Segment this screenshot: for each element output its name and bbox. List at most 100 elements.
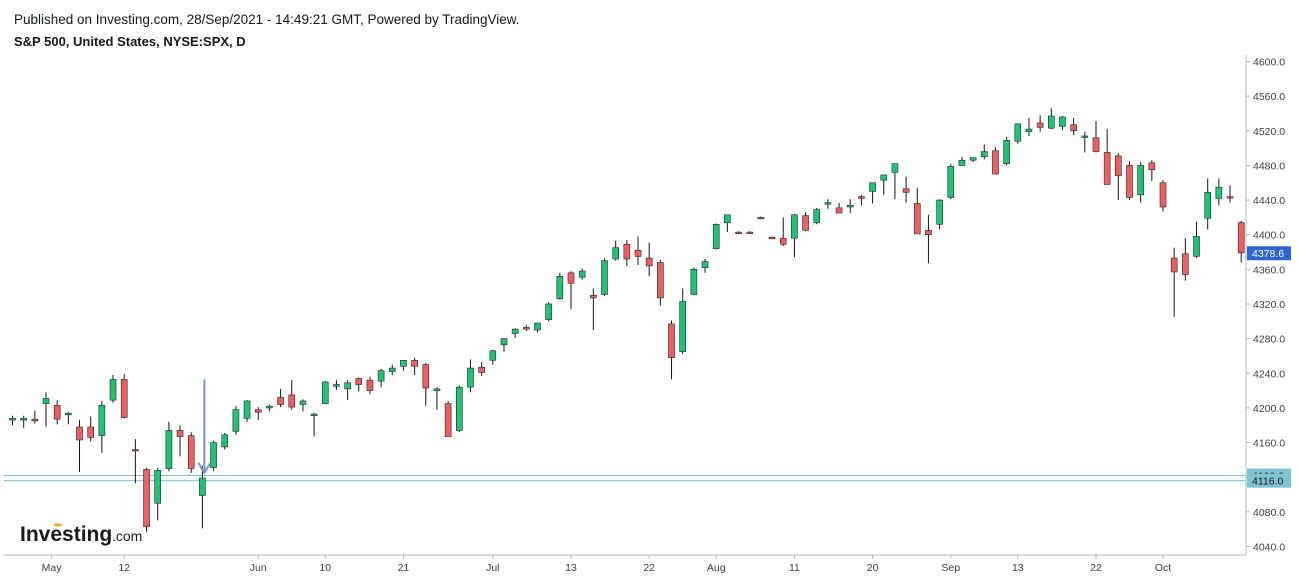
candle-body [835,207,843,214]
candle [712,223,720,250]
price-axis[interactable]: 4040.04080.04120.04160.04200.04240.04280… [1245,55,1285,555]
candle [299,399,307,412]
x-tick-label: 22 [643,562,655,574]
candle-body [1025,128,1033,132]
candle-body [846,204,854,208]
annotation-arrow [197,379,212,475]
candle-body [1148,162,1156,171]
candle-body [1092,137,1100,152]
x-tick-label: 13 [565,562,577,574]
y-tick-label: 4280.0 [1253,334,1285,346]
level-tag-1: 4116.0 [1247,473,1291,488]
candle [400,359,407,371]
candle [199,465,206,529]
candle-body [925,230,932,236]
candle-body [76,426,83,441]
candle-body [388,367,396,372]
candle-body [701,261,709,268]
logo-accent-icon [54,523,62,527]
candle-body [176,430,184,437]
candle [802,212,809,232]
candle-body [277,397,284,405]
candle [277,388,284,408]
candle-body [802,215,809,231]
x-tick-label: 22 [1090,562,1102,574]
y-tick-label: 4040.0 [1253,542,1285,554]
candle [411,357,418,376]
candle [1070,117,1077,136]
candle-body [221,434,229,448]
candle [266,404,273,412]
x-tick-label: Oct [1155,562,1171,574]
candle [42,392,50,427]
candle-body [1170,257,1178,273]
y-tick-label: 4600.0 [1253,57,1285,69]
candle-body [344,382,351,390]
candle [187,432,195,473]
symbol-title: S&P 500, United States, NYSE:SPX, D [14,34,246,49]
candle [645,242,653,277]
candle-body [813,209,821,223]
candle [65,412,72,425]
candle [947,163,955,200]
candle [623,239,631,266]
candle [1215,178,1223,206]
candle-body [143,469,150,527]
candle [545,302,552,322]
candle [176,425,184,457]
candle [735,231,742,234]
x-tick-label: 21 [398,562,410,574]
candle-body [679,301,687,352]
candle-body [199,477,206,496]
candle [1126,161,1133,201]
time-axis[interactable]: May 12 Jun 10 21 Jul 13 22 Aug 11 20 Sep 13 22 Oct [4,554,1246,574]
candle [824,199,832,209]
candle-body [333,384,340,387]
y-tick-label: 4360.0 [1253,264,1285,276]
candle-body [980,151,988,158]
candle [377,368,385,388]
candle-body [187,435,195,469]
candle-body [165,430,173,469]
candle [1115,153,1122,201]
x-tick-label: Sep [941,562,960,574]
candle-body [1237,222,1245,254]
candle [76,420,83,473]
x-tick-label: Jun [250,562,267,574]
candle [489,349,497,365]
candle [880,174,888,195]
candle-body [690,269,698,295]
candle [969,157,977,162]
candle-body [400,359,407,367]
candle-body [858,196,865,199]
candle [612,240,619,261]
candle [243,400,251,422]
candle [1170,247,1178,317]
candle-body [1003,140,1010,164]
candle [902,176,910,203]
candle [288,380,296,410]
candle-body [523,327,530,330]
candle [53,400,61,425]
candle [567,271,575,310]
y-tick-label: 4200.0 [1253,403,1285,415]
candle [1237,220,1245,263]
candle [388,364,396,376]
candle-body [601,260,608,295]
candle-body [310,413,318,417]
candle-body [53,405,61,420]
candle [992,147,999,175]
candle-body [757,217,765,220]
candle [467,359,474,393]
candle-body [958,159,966,166]
candle [1014,123,1022,144]
candle-body [1193,236,1200,257]
candle [534,322,541,333]
candle [1148,160,1156,182]
candle [768,236,776,240]
candle-body [500,338,508,346]
x-tick-label: 10 [319,562,331,574]
candle [511,328,519,338]
x-tick-label: Aug [707,562,726,574]
